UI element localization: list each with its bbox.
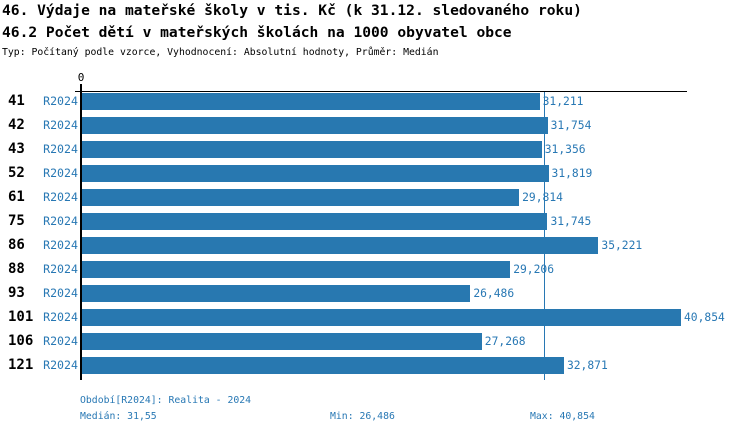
row-series-label: R2024 xyxy=(43,94,78,108)
row-series-label: R2024 xyxy=(43,166,78,180)
bar-value-label: 31,356 xyxy=(544,143,586,156)
bar[interactable] xyxy=(82,165,549,182)
bar[interactable] xyxy=(82,237,599,254)
bar-value-label: 32,871 xyxy=(566,359,608,372)
bar-value-label: 40,854 xyxy=(684,311,725,324)
median-line xyxy=(543,92,546,380)
y-axis-line xyxy=(80,84,82,380)
x-axis-line xyxy=(75,90,687,92)
chart-meta-line: Typ: Počítaný podle vzorce, Vyhodnocení:… xyxy=(2,47,439,58)
bar-value-label: 29,814 xyxy=(522,191,563,204)
bar-value-label: 31,211 xyxy=(542,95,584,108)
bar-value-label: 31,745 xyxy=(550,215,592,228)
row-series-label: R2024 xyxy=(43,334,78,348)
row-series-label: R2024 xyxy=(43,190,78,204)
bar-value-label: 27,268 xyxy=(484,335,526,348)
row-category-label: 88 xyxy=(8,261,25,277)
row-series-label: R2024 xyxy=(43,286,78,300)
row-series-label: R2024 xyxy=(43,238,78,252)
bar[interactable] xyxy=(82,309,681,326)
row-category-label: 43 xyxy=(8,141,25,157)
row-series-label: R2024 xyxy=(43,214,78,228)
row-series-label: R2024 xyxy=(43,358,78,372)
row-series-label: R2024 xyxy=(43,310,78,324)
row-category-label: 42 xyxy=(8,117,25,133)
row-category-label: 93 xyxy=(8,285,25,301)
bar-value-label: 35,221 xyxy=(601,239,643,252)
bar[interactable] xyxy=(82,285,471,302)
x-axis-zero-tick-label: 0 xyxy=(77,71,85,84)
page-title: 46. Výdaje na mateřské školy v tis. Kč (… xyxy=(2,2,582,19)
row-series-label: R2024 xyxy=(43,262,78,276)
bar[interactable] xyxy=(82,141,542,158)
row-category-label: 61 xyxy=(8,189,25,205)
bar-value-label: 29,206 xyxy=(513,263,555,276)
row-category-label: 101 xyxy=(8,309,34,325)
row-series-label: R2024 xyxy=(43,118,78,132)
bar-value-label: 31,819 xyxy=(551,167,593,180)
footer-period-label: Období[R2024]: Realita - 2024 xyxy=(80,395,252,406)
bar-value-label: 26,486 xyxy=(473,287,515,300)
bar[interactable] xyxy=(82,117,548,134)
bar-value-label: 31,754 xyxy=(550,119,592,132)
row-category-label: 106 xyxy=(8,333,34,349)
row-category-label: 86 xyxy=(8,237,25,253)
footer-max-value: Max: 40,854 xyxy=(530,411,595,422)
row-series-label: R2024 xyxy=(43,142,78,156)
page-subtitle-indicator: 46.2 Počet dětí v mateřských školách na … xyxy=(2,24,512,41)
bar[interactable] xyxy=(82,357,564,374)
footer-median-value: Medián: 31,55 xyxy=(80,411,157,422)
bar[interactable] xyxy=(82,333,482,350)
row-category-label: 52 xyxy=(8,165,25,181)
row-category-label: 41 xyxy=(8,93,25,109)
footer-min-value: Min: 26,486 xyxy=(330,411,395,422)
bar[interactable] xyxy=(82,189,520,206)
bar[interactable] xyxy=(82,93,540,110)
row-category-label: 121 xyxy=(8,357,34,373)
bar[interactable] xyxy=(82,213,548,230)
row-category-label: 75 xyxy=(8,213,25,229)
bar[interactable] xyxy=(82,261,511,278)
